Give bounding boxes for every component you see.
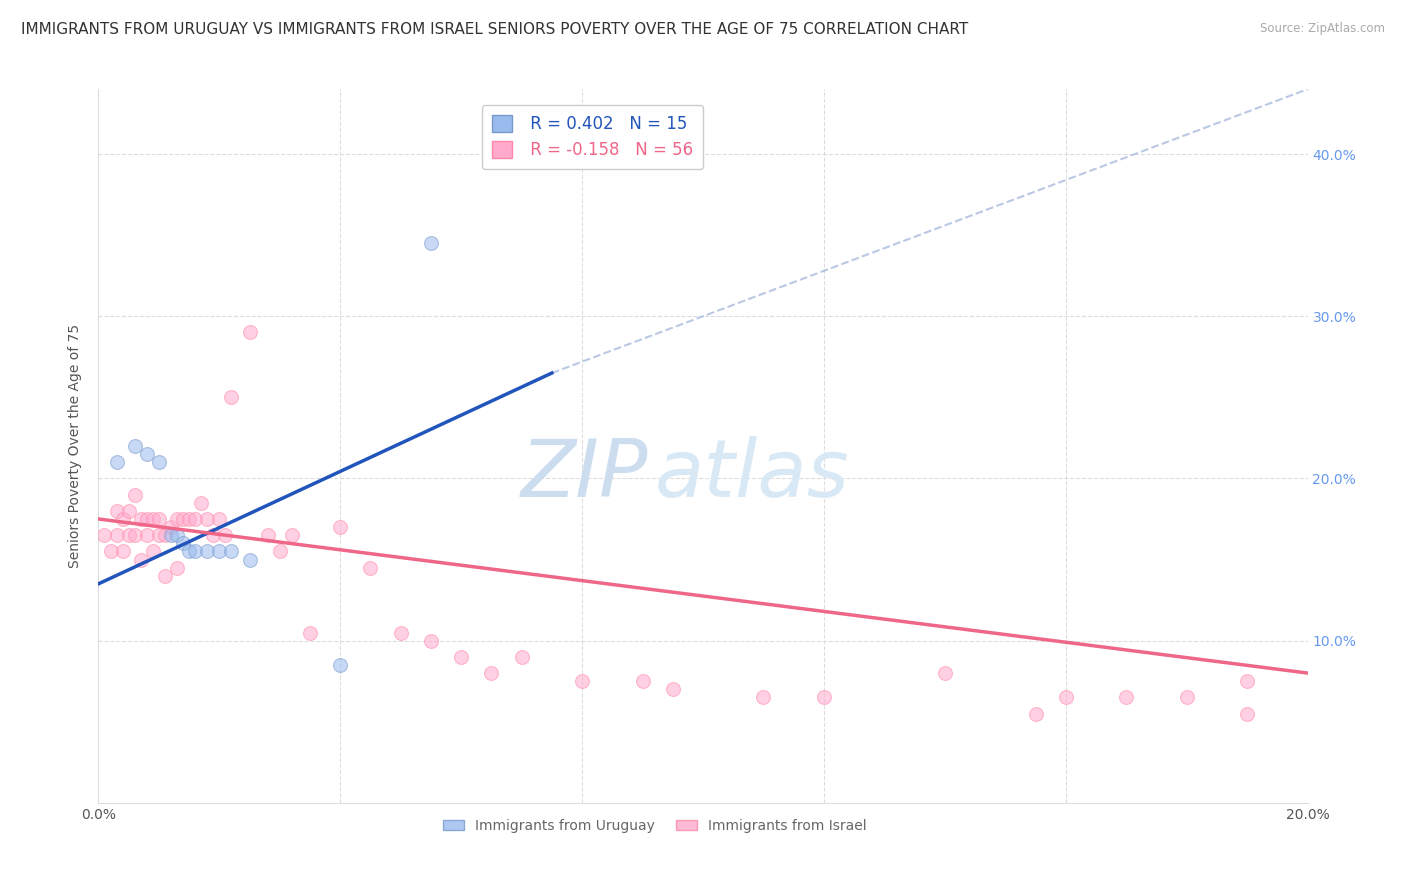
Point	[1236, 674, 1258, 689]
Point	[752, 690, 775, 705]
Point	[450, 649, 472, 664]
Point	[269, 544, 291, 558]
Point	[1115, 690, 1137, 705]
Point	[221, 544, 243, 558]
Point	[239, 326, 262, 340]
Point	[148, 528, 170, 542]
Point	[172, 512, 194, 526]
Point	[135, 512, 157, 526]
Point	[813, 690, 835, 705]
Point	[142, 512, 165, 526]
Point	[179, 512, 201, 526]
Point	[239, 552, 262, 566]
Point	[124, 439, 146, 453]
Point	[299, 625, 322, 640]
Point	[111, 512, 134, 526]
Y-axis label: Seniors Poverty Over the Age of 75: Seniors Poverty Over the Age of 75	[69, 324, 83, 568]
Point	[510, 649, 533, 664]
Point	[105, 528, 128, 542]
Text: Source: ZipAtlas.com: Source: ZipAtlas.com	[1260, 22, 1385, 36]
Point	[360, 560, 382, 574]
Point	[195, 512, 218, 526]
Point	[1054, 690, 1077, 705]
Point	[1175, 690, 1198, 705]
Point	[661, 682, 683, 697]
Point	[135, 447, 157, 461]
Point	[1236, 706, 1258, 721]
Point	[389, 625, 412, 640]
Legend: Immigrants from Uruguay, Immigrants from Israel: Immigrants from Uruguay, Immigrants from…	[437, 814, 872, 838]
Point	[329, 520, 352, 534]
Point	[118, 504, 141, 518]
Point	[1024, 706, 1046, 721]
Point	[100, 544, 122, 558]
Point	[124, 488, 146, 502]
Point	[190, 496, 212, 510]
Point	[160, 528, 183, 542]
Point	[420, 236, 443, 251]
Point	[166, 560, 188, 574]
Text: atlas: atlas	[655, 435, 849, 514]
Point	[118, 528, 141, 542]
Text: ZIP: ZIP	[522, 435, 648, 514]
Point	[184, 544, 207, 558]
Point	[195, 544, 218, 558]
Point	[934, 666, 956, 681]
Point	[135, 528, 157, 542]
Point	[93, 528, 115, 542]
Point	[631, 674, 654, 689]
Point	[481, 666, 503, 681]
Point	[214, 528, 236, 542]
Point	[172, 536, 194, 550]
Point	[105, 455, 128, 469]
Point	[179, 544, 201, 558]
Point	[166, 528, 188, 542]
Point	[281, 528, 304, 542]
Point	[153, 528, 176, 542]
Point	[105, 504, 128, 518]
Point	[148, 455, 170, 469]
Point	[148, 512, 170, 526]
Point	[202, 528, 225, 542]
Point	[124, 528, 146, 542]
Point	[221, 390, 243, 404]
Text: IMMIGRANTS FROM URUGUAY VS IMMIGRANTS FROM ISRAEL SENIORS POVERTY OVER THE AGE O: IMMIGRANTS FROM URUGUAY VS IMMIGRANTS FR…	[21, 22, 969, 37]
Point	[208, 512, 231, 526]
Point	[153, 568, 176, 582]
Point	[256, 528, 278, 542]
Point	[111, 544, 134, 558]
Point	[571, 674, 593, 689]
Point	[329, 657, 352, 672]
Point	[160, 520, 183, 534]
Point	[129, 552, 152, 566]
Point	[166, 512, 188, 526]
Point	[142, 544, 165, 558]
Point	[208, 544, 231, 558]
Point	[184, 512, 207, 526]
Point	[420, 633, 443, 648]
Point	[129, 512, 152, 526]
